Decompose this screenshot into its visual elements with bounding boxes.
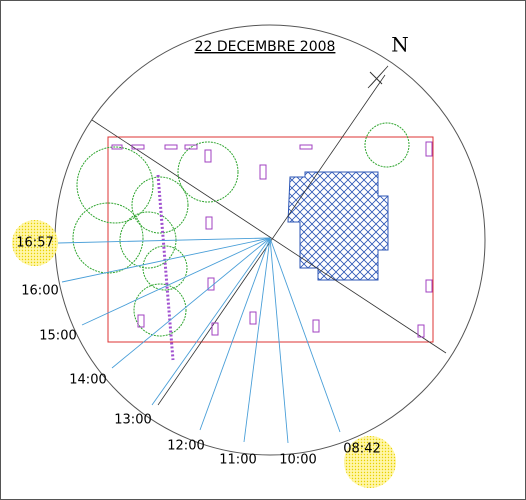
- small-elements: [111, 141, 433, 338]
- sun-ray: [57, 237, 271, 244]
- north-arrow: [367, 65, 389, 89]
- time-label: 16:57: [16, 236, 53, 251]
- plot-boundary: [107, 136, 434, 343]
- sun-ray: [269, 237, 289, 444]
- sun-ray: [111, 237, 271, 369]
- sun-ray: [151, 237, 271, 406]
- east-west-line: [91, 119, 447, 354]
- hedge: [156, 174, 175, 361]
- time-label: 13:00: [114, 413, 151, 428]
- sun-rays: [57, 237, 341, 444]
- sun-ray: [199, 237, 271, 431]
- sun-ray: [243, 237, 271, 443]
- north-arrow-cross: [369, 71, 383, 85]
- diagram-title: 22 DECEMBRE 2008: [195, 39, 336, 55]
- sun-ray: [81, 237, 271, 326]
- north-label: N: [391, 33, 409, 57]
- sunset-sun: [12, 220, 58, 266]
- time-label: 11:00: [219, 453, 256, 468]
- building: [287, 171, 389, 281]
- time-label: 14:00: [69, 373, 106, 388]
- sunrise-sun: [344, 436, 396, 488]
- time-label: 16:00: [21, 284, 58, 299]
- time-label: 12:00: [167, 439, 204, 454]
- time-label: 15:00: [39, 329, 76, 344]
- north-line: [157, 74, 386, 406]
- time-label: 08:42: [343, 442, 380, 457]
- sun-ray: [61, 237, 271, 283]
- time-label: 10:00: [279, 453, 316, 468]
- sun-ray: [269, 237, 341, 433]
